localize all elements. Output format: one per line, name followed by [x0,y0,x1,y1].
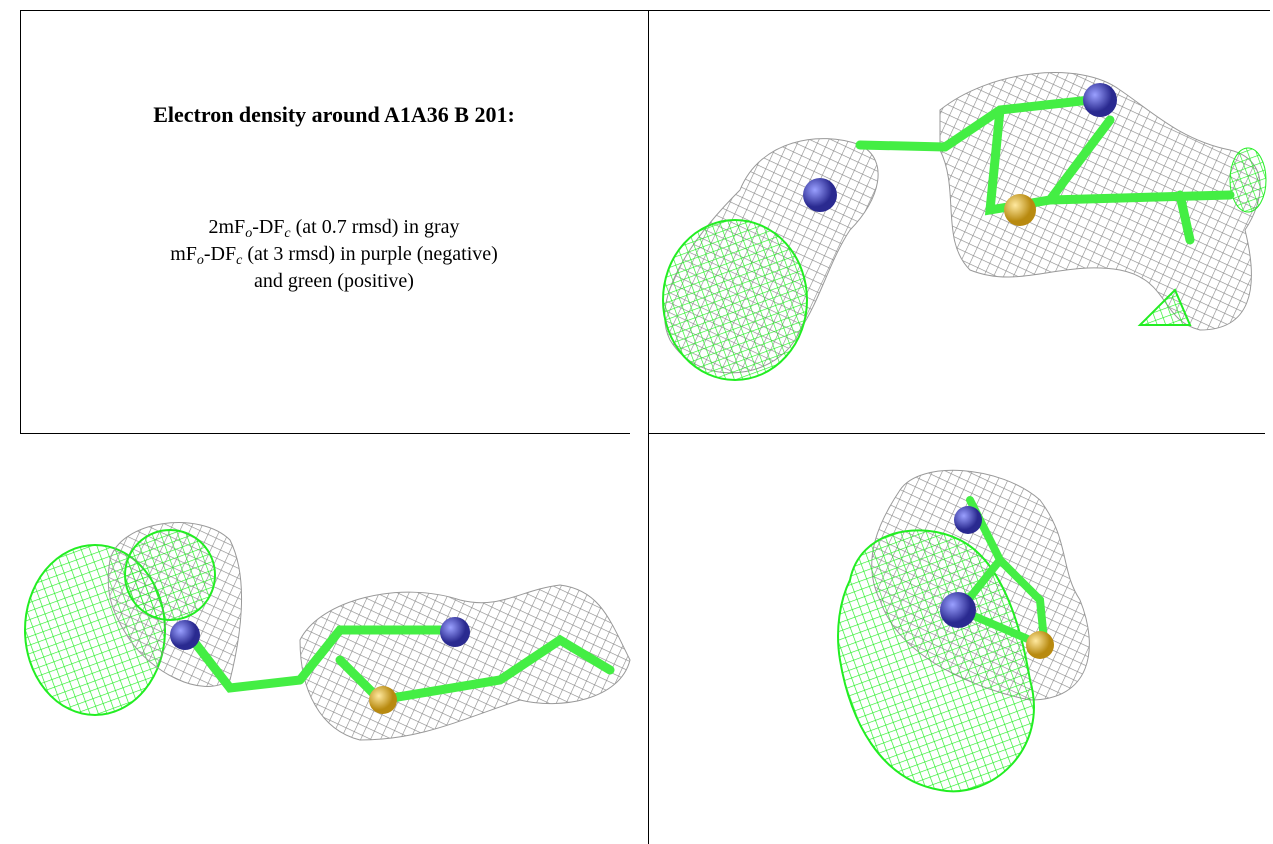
nitrogen-atom [954,506,982,534]
sulfur-atom [1004,194,1036,226]
stick-model [180,625,615,705]
green-mesh [662,219,808,381]
green-mesh [837,529,1035,793]
caption-lines: 2mFo-DFc (at 0.7 rmsd) in gray mFo-DFc (a… [20,214,648,295]
table-borders [20,10,1270,844]
subscript: o [245,226,253,241]
density-view-2 [24,522,631,741]
subscript: o [196,253,204,268]
sulfur-atom [369,686,397,714]
nitrogen-atom [170,620,200,650]
green-mesh [124,529,216,621]
caption-title: Electron density around A1A36 B 201: [153,102,515,127]
nitrogen-atom [940,592,976,628]
nitrogen-atom [803,178,837,212]
green-mesh [1137,288,1192,326]
gray-mesh [299,584,631,741]
caption-cell: Electron density around A1A36 B 201: 2mF… [20,10,648,433]
green-mesh [1229,147,1267,213]
subscript: c [236,253,243,268]
text-run: (at 0.7 rmsd) in gray [290,216,460,238]
caption-line: mFo-DFc (at 3 rmsd) in purple (negative) [20,241,648,268]
sulfur-atom [1026,631,1054,659]
caption-line: 2mFo-DFc (at 0.7 rmsd) in gray [20,214,648,241]
text-run: -DF [252,216,285,238]
density-view-3 [837,469,1090,793]
text-run: mF [170,243,197,265]
nitrogen-atom [1083,83,1117,117]
nitrogen-atom [440,617,470,647]
text-run: and green (positive) [254,270,414,292]
text-run: (at 3 rmsd) in purple (negative) [242,243,498,265]
subscript: c [284,226,291,241]
caption-line: and green (positive) [20,268,648,295]
text-run: 2mF [208,216,246,238]
density-view-1 [662,72,1267,381]
text-run: -DF [203,243,237,265]
